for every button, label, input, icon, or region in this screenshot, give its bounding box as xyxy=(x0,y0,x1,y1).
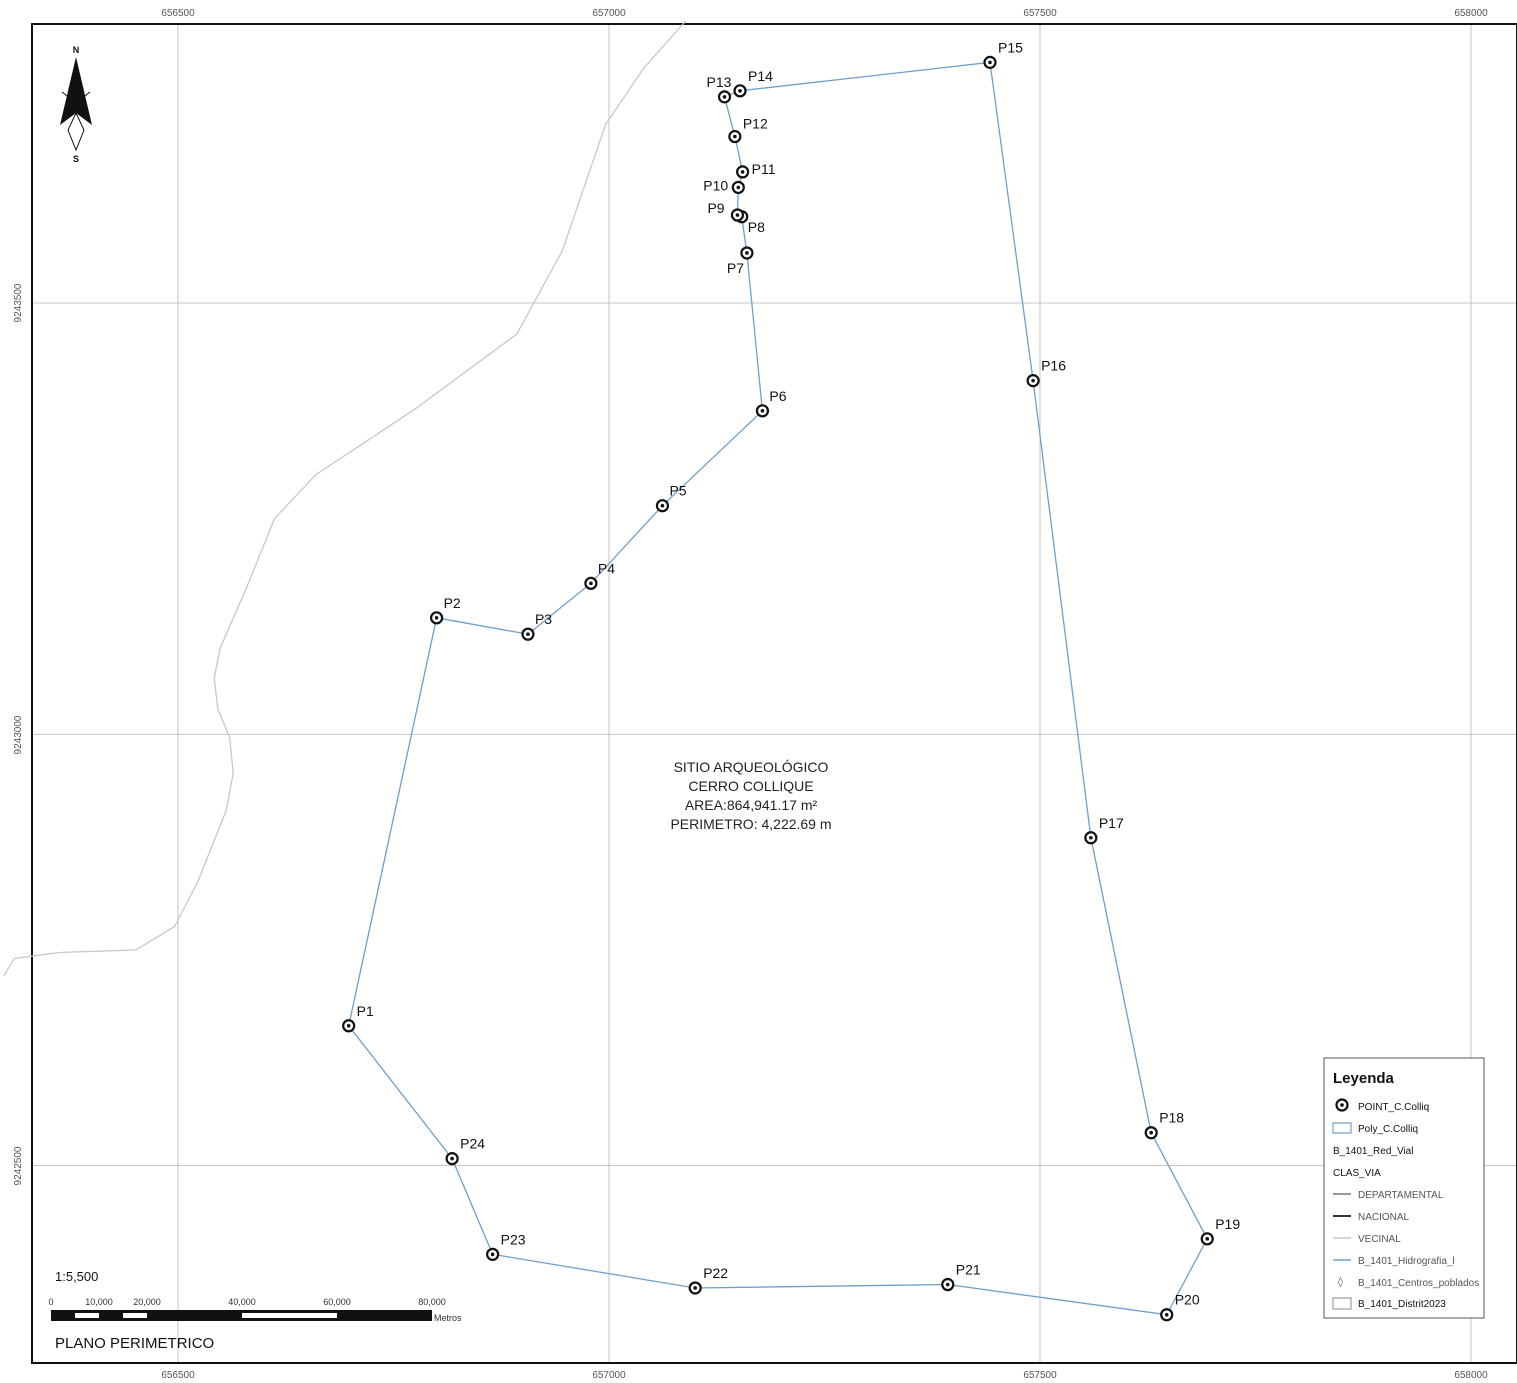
grid-lines xyxy=(33,25,1516,1362)
legend-point-symbol-icon xyxy=(1335,1098,1349,1112)
x-coord-top-657500: 657500 xyxy=(1023,8,1057,19)
point-label-p2: P2 xyxy=(444,595,461,611)
point-marker-p24 xyxy=(445,1151,459,1166)
point-marker-p15 xyxy=(983,55,997,69)
scale-bar: 1:5,500 0 10,000 20,000 40,000 60,000 80… xyxy=(48,1269,462,1352)
north-letter: N xyxy=(73,45,80,55)
point-marker-p23 xyxy=(486,1247,500,1261)
x-coord-bottom-657000: 657000 xyxy=(592,1370,626,1381)
point-label-p19: P19 xyxy=(1215,1216,1240,1232)
point-label-p12: P12 xyxy=(743,116,768,132)
point-marker-p2 xyxy=(430,611,444,625)
scale-tick-20000: 20,000 xyxy=(133,1297,161,1307)
map-title: PLANO PERIMETRICO xyxy=(55,1335,214,1352)
point-marker-p18 xyxy=(1144,1126,1158,1140)
x-coord-top-658000: 658000 xyxy=(1454,8,1488,19)
legend: Leyenda POINT_C.Colliq Poly_C.Colliq B_1… xyxy=(1323,1057,1485,1319)
site-label-perimeter: PERIMETRO: 4,222.69 m xyxy=(670,816,831,832)
legend-title: Leyenda xyxy=(1333,1070,1395,1087)
road-vecinal-line xyxy=(3,20,687,977)
y-coord-9242500: 9242500 xyxy=(13,1146,24,1185)
point-marker-p20 xyxy=(1160,1308,1174,1322)
scale-tick-80000: 80,000 xyxy=(418,1297,446,1307)
point-label-p11: P11 xyxy=(752,161,776,177)
legend-item-centros-poblados: B_1401_Centros_poblados xyxy=(1358,1278,1479,1289)
point-marker-p14 xyxy=(733,84,747,98)
scale-tick-60000: 60,000 xyxy=(323,1297,351,1307)
point-label-p10: P10 xyxy=(703,177,728,193)
x-coord-bottom-657500: 657500 xyxy=(1023,1370,1057,1381)
point-label-p1: P1 xyxy=(357,1003,374,1019)
scale-tick-10000: 10,000 xyxy=(85,1297,113,1307)
point-marker-p5 xyxy=(655,499,670,513)
site-label: SITIO ARQUEOLÓGICO CERRO COLLIQUE AREA:8… xyxy=(670,759,831,832)
point-label-p15: P15 xyxy=(998,39,1023,55)
point-label-p14: P14 xyxy=(748,68,773,84)
site-label-line2: CERRO COLLIQUE xyxy=(688,778,813,794)
legend-item-hidrografia: B_1401_Hidrografia_l xyxy=(1358,1256,1455,1267)
point-marker-p21 xyxy=(941,1277,955,1292)
point-label-p4: P4 xyxy=(598,560,615,576)
point-marker-p19 xyxy=(1200,1232,1214,1246)
point-marker-p4 xyxy=(584,576,598,590)
point-marker-p12 xyxy=(728,129,742,144)
point-label-p6: P6 xyxy=(769,388,786,404)
legend-item-red-vial: B_1401_Red_Vial xyxy=(1333,1146,1413,1157)
point-marker-p22 xyxy=(688,1281,702,1295)
point-label-p22: P22 xyxy=(703,1265,728,1281)
scale-ratio: 1:5,500 xyxy=(55,1269,98,1284)
south-letter: S xyxy=(73,154,79,164)
legend-item-departamental: DEPARTAMENTAL xyxy=(1358,1190,1444,1201)
point-label-p3: P3 xyxy=(535,611,552,627)
north-arrow-icon: N S xyxy=(60,45,92,164)
legend-distrito-swatch-icon xyxy=(1332,1297,1352,1310)
point-label-p16: P16 xyxy=(1041,358,1066,374)
legend-item-polygon: Poly_C.Colliq xyxy=(1358,1124,1418,1135)
x-coord-bottom-656500: 656500 xyxy=(161,1370,195,1381)
site-label-area: AREA:864,941.17 m² xyxy=(685,797,818,813)
x-coord-top-657000: 657000 xyxy=(592,8,626,19)
scale-tick-40000: 40,000 xyxy=(228,1297,256,1307)
point-label-p24: P24 xyxy=(460,1136,485,1152)
point-label-p17: P17 xyxy=(1099,815,1124,831)
point-label-p8: P8 xyxy=(748,219,765,235)
point-marker-p16 xyxy=(1026,374,1040,388)
point-label-p7: P7 xyxy=(727,260,744,276)
point-marker-p13 xyxy=(717,90,732,104)
point-label-p18: P18 xyxy=(1159,1110,1184,1126)
perimeter-points: P1 P2 P3 P4 P5 P6 P7 P8 P9 P10 P11 P12 P13 P14 P15 P16 P… xyxy=(342,39,1240,1322)
map-frame: P1 P2 P3 P4 P5 P6 P7 P8 P9 P10 P11 P12 P13 P14 P15 P16 P… xyxy=(3,20,1517,1364)
point-label-p9: P9 xyxy=(707,200,724,216)
legend-polygon-swatch-icon xyxy=(1332,1122,1352,1134)
point-marker-p7 xyxy=(740,246,754,260)
point-marker-p1 xyxy=(342,1019,356,1033)
point-marker-p3 xyxy=(521,627,535,641)
x-coord-top-656500: 656500 xyxy=(161,8,195,19)
x-coord-bottom-658000: 658000 xyxy=(1454,1370,1488,1381)
scale-tick-0: 0 xyxy=(48,1297,53,1307)
scale-unit: Metros xyxy=(434,1313,462,1323)
point-label-p5: P5 xyxy=(669,483,686,499)
point-label-p23: P23 xyxy=(501,1231,526,1247)
legend-centros-poblados-icon: ◊ xyxy=(1338,1276,1343,1288)
point-label-p21: P21 xyxy=(956,1262,981,1278)
y-coord-9243500: 9243500 xyxy=(13,283,24,322)
point-label-p13: P13 xyxy=(707,74,732,90)
point-marker-p17 xyxy=(1084,831,1098,845)
site-label-line1: SITIO ARQUEOLÓGICO xyxy=(674,759,829,775)
legend-item-nacional: NACIONAL xyxy=(1358,1212,1410,1223)
legend-item-point: POINT_C.Colliq xyxy=(1358,1102,1429,1113)
legend-item-vecinal: VECINAL xyxy=(1358,1234,1401,1245)
point-marker-p6 xyxy=(755,404,770,418)
legend-item-clas-via: CLAS_VIA xyxy=(1333,1168,1381,1179)
point-marker-p11 xyxy=(736,165,750,179)
y-coord-9243000: 9243000 xyxy=(13,715,24,754)
point-marker-p9 xyxy=(730,208,745,222)
point-marker-p10 xyxy=(731,180,745,195)
legend-item-distrito: B_1401_Distrit2023 xyxy=(1358,1299,1446,1310)
point-label-p20: P20 xyxy=(1175,1292,1200,1308)
